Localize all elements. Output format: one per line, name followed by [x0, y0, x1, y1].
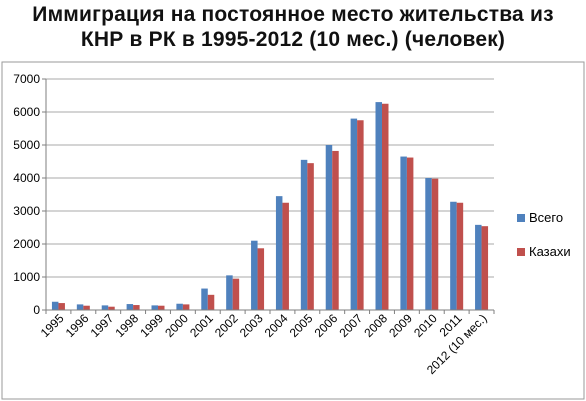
bar-total	[325, 145, 333, 310]
bar-kazakhs	[182, 304, 190, 310]
legend-label: Казахи	[529, 244, 571, 259]
y-tick-label: 2000	[13, 237, 40, 251]
bar-kazakhs	[282, 202, 289, 310]
y-tick-label: 0	[33, 303, 40, 317]
bar-total	[275, 196, 283, 310]
x-tick-label: 2010	[411, 311, 440, 340]
x-tick-label: 1996	[63, 311, 92, 340]
x-tick-label: 1998	[112, 311, 141, 340]
legend-label: Всего	[529, 210, 563, 225]
bar-kazakhs	[481, 226, 489, 310]
bar-total	[251, 240, 258, 310]
x-tick-label: 1997	[88, 311, 117, 340]
y-tick-labels: 0 1000 2000 3000 4000 5000 6000 7000	[13, 72, 40, 317]
bar-total	[226, 275, 233, 310]
bar-kazakhs	[108, 306, 115, 310]
x-tick-label: 2007	[336, 311, 365, 340]
bar-total	[151, 305, 158, 310]
chart-title-line-1: Иммиграция на постоянное место жительств…	[32, 3, 554, 26]
x-tick-label: 2002	[212, 311, 241, 340]
axes	[45, 79, 495, 314]
chart-frame	[1, 61, 585, 400]
y-tick-label: 5000	[13, 138, 40, 152]
legend-swatch	[517, 214, 525, 222]
bar-kazakhs	[431, 178, 439, 310]
x-tick-label: 1999	[137, 311, 166, 340]
y-tick-label: 6000	[13, 105, 40, 119]
y-tick-label: 7000	[13, 72, 40, 86]
bar-total	[350, 118, 358, 310]
x-tick-label: 2003	[237, 311, 266, 340]
bar-total	[126, 304, 134, 310]
y-tick-label: 4000	[13, 171, 40, 185]
legend-swatch	[517, 248, 525, 256]
bar-total	[201, 288, 208, 310]
x-tick-labels: 1995199619971998199920002001200220032004…	[38, 311, 490, 377]
bar-kazakhs	[307, 163, 314, 310]
x-tick-label: 2000	[162, 311, 191, 340]
x-tick-label: 2005	[287, 311, 316, 340]
bar-total	[450, 201, 457, 310]
bar-total	[51, 301, 59, 310]
bars	[51, 102, 489, 310]
x-tick-label: 2001	[187, 311, 216, 340]
chart-title-line-2: КНР в РК в 1995-2012 (10 мес.) (человек)	[80, 28, 506, 51]
bar-kazakhs	[406, 157, 414, 310]
y-tick-label: 1000	[13, 270, 40, 284]
bar-total	[425, 178, 432, 310]
bar-kazakhs	[456, 202, 464, 310]
bar-kazakhs	[207, 294, 215, 310]
bar-total	[375, 102, 382, 310]
x-tick-label: 2004	[262, 311, 291, 340]
bar-kazakhs	[58, 303, 65, 310]
bar-kazakhs	[232, 278, 240, 310]
bar-kazakhs	[357, 120, 364, 310]
x-tick-label: 2009	[386, 311, 415, 340]
x-tick-label: 1995	[38, 311, 67, 340]
bar-kazakhs	[332, 150, 339, 310]
bar-kazakhs	[257, 248, 265, 310]
x-tick-label: 2008	[361, 311, 390, 340]
bar-total	[76, 304, 84, 310]
gridlines	[42, 78, 494, 311]
bar-total	[400, 156, 407, 310]
bar-total	[176, 303, 183, 310]
bar-total	[300, 159, 308, 310]
bar-kazakhs	[83, 305, 90, 310]
bar-kazakhs	[158, 305, 165, 310]
y-tick-label: 3000	[13, 204, 40, 218]
bar-total	[101, 305, 109, 310]
chart-title: Иммиграция на постоянное место жительств…	[0, 2, 586, 52]
legend: Всего Казахи	[517, 210, 571, 259]
x-tick-label: 2006	[312, 311, 341, 340]
bar-kazakhs	[382, 103, 389, 310]
bar-total	[475, 224, 482, 310]
bar-kazakhs	[133, 305, 140, 310]
